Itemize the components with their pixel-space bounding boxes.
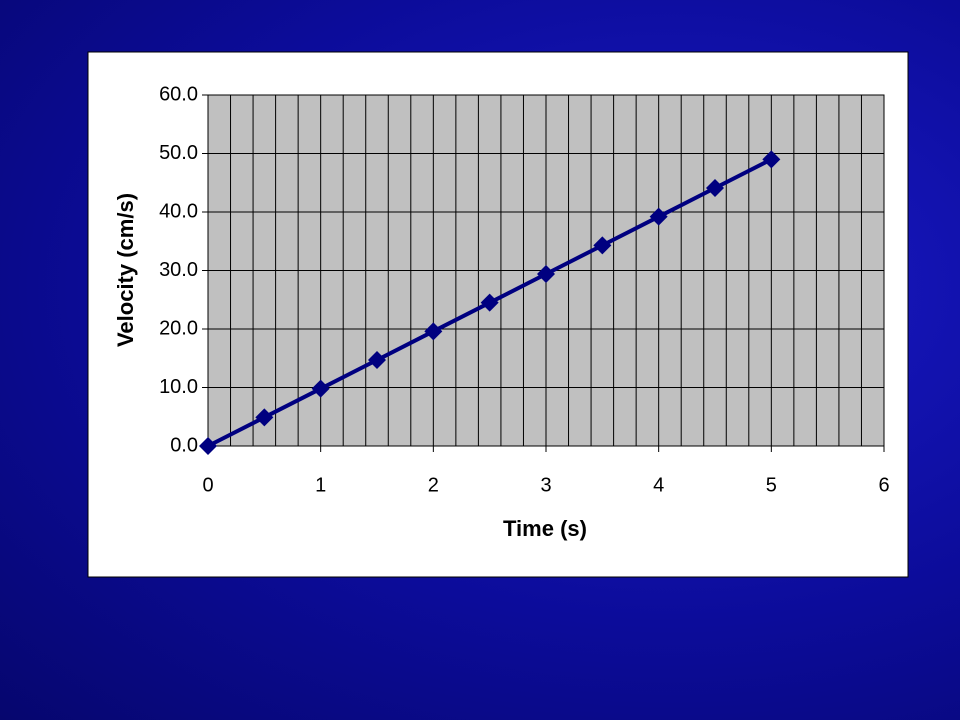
- data-marker: [762, 150, 781, 169]
- data-marker: [311, 379, 330, 398]
- data-marker: [199, 437, 217, 455]
- x-tick-label: 1: [315, 474, 326, 496]
- data-marker: [368, 351, 386, 370]
- x-tick-label: 3: [540, 474, 551, 496]
- data-marker: [706, 179, 724, 198]
- data-marker: [255, 408, 274, 427]
- plot-border: [207, 94, 885, 447]
- x-tick-label: 0: [202, 474, 213, 496]
- x-tick-label: 6: [878, 474, 889, 496]
- y-axis-label: Velocity (cm/s): [113, 193, 138, 347]
- x-tick-label: 5: [766, 474, 777, 496]
- y-tick-label: 30.0: [159, 259, 198, 281]
- x-tick-label: 4: [653, 474, 664, 496]
- y-tick-label: 0.0: [170, 434, 198, 456]
- data-marker: [649, 207, 668, 226]
- data-marker: [537, 265, 555, 284]
- y-tick-label: 60.0: [159, 83, 198, 105]
- y-tick-label: 50.0: [159, 142, 198, 164]
- y-tick-label: 10.0: [159, 376, 198, 398]
- x-tick-label: 2: [428, 474, 439, 496]
- data-marker: [593, 236, 612, 255]
- y-tick-label: 40.0: [159, 200, 198, 222]
- x-axis-label: Time (s): [503, 516, 587, 541]
- data-marker: [480, 293, 499, 312]
- y-tick-label: 20.0: [159, 317, 198, 339]
- data-marker: [424, 322, 443, 341]
